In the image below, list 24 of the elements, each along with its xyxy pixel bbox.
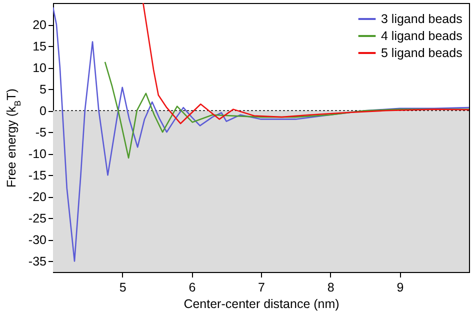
legend-label: 5 ligand beads	[381, 46, 462, 60]
y-tick-label: -35	[28, 254, 47, 269]
legend-label: 4 ligand beads	[381, 29, 462, 43]
y-tick-label: 5	[40, 82, 47, 97]
x-tick-label: 7	[258, 280, 266, 294]
legend-label: 3 ligand beads	[381, 12, 462, 26]
y-tick-label: -20	[28, 190, 47, 204]
line-series	[53, 6, 469, 262]
y-tick-label: -10	[28, 147, 47, 162]
line-series	[104, 61, 469, 159]
y-tick-label: -5	[35, 126, 47, 140]
y-tick-label: -30	[28, 233, 47, 248]
y-tick-label: -25	[28, 212, 47, 226]
y-tick-label: 15	[32, 40, 47, 54]
y-tick-label: -15	[28, 168, 47, 183]
x-tick-label: 6	[188, 280, 196, 294]
y-tick-label: 20	[32, 18, 47, 32]
y-tick-label: 0	[40, 104, 47, 118]
x-axis-title: Center-center distance (nm)	[184, 297, 340, 311]
x-tick-label: 8	[327, 280, 334, 294]
x-tick-label: 9	[396, 280, 404, 294]
line-series	[142, 3, 469, 124]
x-tick-label: 5	[119, 280, 126, 294]
y-tick-label: 10	[32, 61, 47, 76]
